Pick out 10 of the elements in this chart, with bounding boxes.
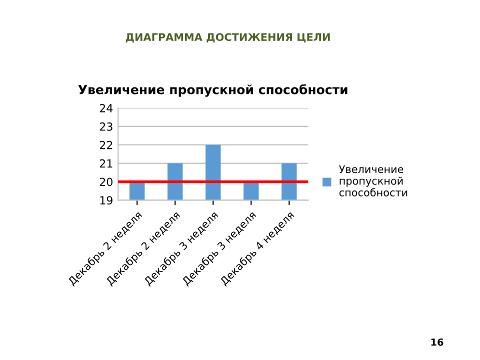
chart-title: Увеличение пропускной способности	[78, 84, 348, 97]
text: 16	[431, 338, 444, 346]
y-tick-label: 23	[100, 122, 112, 131]
text: ДИАГРАММА ДОСТИЖЕНИЯ ЦЕЛИ	[126, 33, 330, 43]
y-tick-label: 20	[100, 178, 112, 186]
y-tick-label: 24	[100, 104, 113, 112]
y-tick-label: 19	[100, 196, 112, 205]
legend-label: Увеличение пропускной способности	[339, 165, 408, 196]
y-tick-label: 21	[100, 159, 112, 168]
y-tick-label: 22	[100, 140, 112, 150]
